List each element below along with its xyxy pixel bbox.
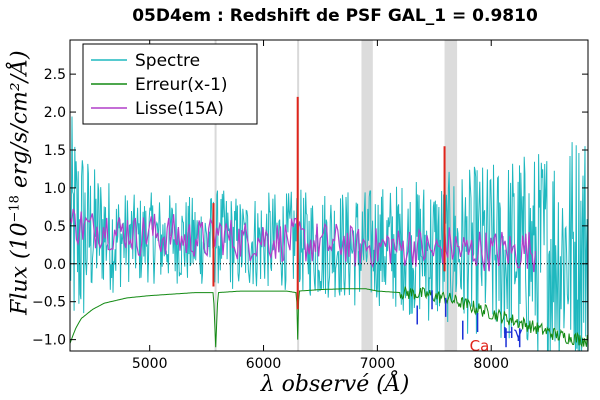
annotation-1: Hγ	[503, 324, 523, 342]
y-tick-label-4: 1.0	[44, 181, 66, 197]
x-tick-label-3: 8000	[473, 356, 509, 372]
legend-label-0: Spectre	[135, 51, 200, 71]
y-tick-label-6: 2.0	[44, 105, 66, 121]
x-tick-label-0: 5000	[132, 356, 168, 372]
y-tick-label-2: 0.0	[44, 257, 66, 273]
lisse-series-line	[70, 208, 536, 273]
x-axis-label: λ observé (Å)	[260, 372, 410, 397]
plot-frame	[69, 39, 589, 352]
legend-label-2: Lisse(15A)	[135, 99, 224, 119]
y-tick-label-1: −0.5	[32, 295, 66, 311]
y-tick-label-3: 0.5	[44, 219, 66, 235]
chart-title: 05D4em : Redshift de PSF GAL_1 = 0.9810	[132, 6, 538, 26]
legend-label-1: Erreur(x-1)	[135, 75, 228, 95]
x-tick-label-1: 6000	[246, 356, 282, 372]
annotation-0: Ca	[470, 337, 490, 355]
erreur-series-line	[70, 286, 588, 348]
y-tick-label-7: 2.5	[44, 67, 66, 83]
spectre-series-line	[70, 116, 588, 351]
masked-band-0	[214, 40, 217, 351]
y-tick-label-5: 1.5	[44, 143, 66, 159]
y-tick-label-0: −1.0	[32, 333, 66, 349]
masked-band-2	[361, 40, 373, 351]
x-tick-label-2: 7000	[360, 356, 396, 372]
